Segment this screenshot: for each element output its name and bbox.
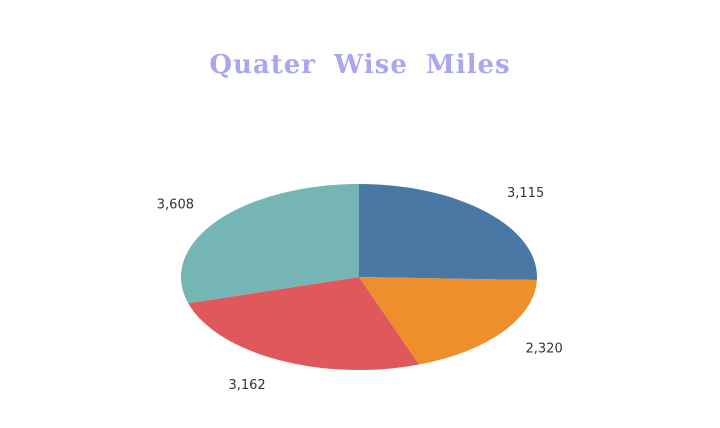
pie-slice — [359, 277, 537, 365]
slice-value-label: 3,162 — [228, 378, 265, 393]
slice-value-label: 2,320 — [526, 341, 563, 356]
pie-slice — [359, 184, 537, 281]
pie-slice — [188, 277, 419, 370]
slice-value-label: 3,608 — [157, 198, 194, 213]
chart-title: Quater Wise Miles — [209, 50, 511, 80]
pie-slice — [180, 184, 359, 304]
slice-value-label: 3,115 — [507, 186, 544, 201]
